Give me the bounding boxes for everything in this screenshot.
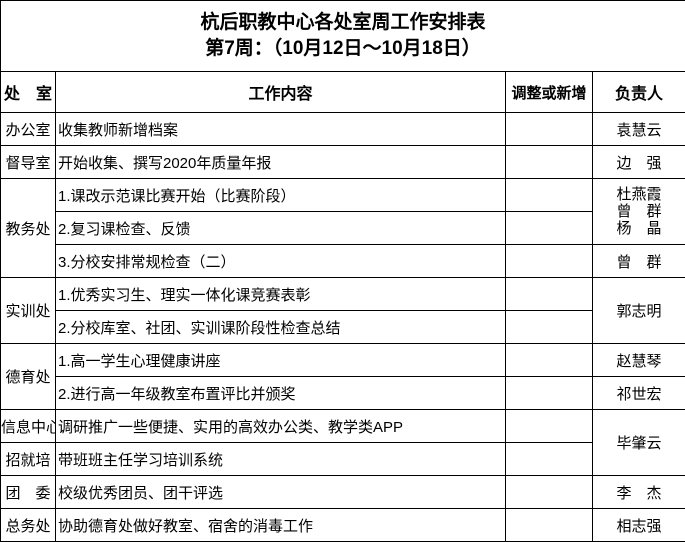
table-row: 信息中心 调研推广一些便捷、实用的高效办公类、教学类APP 毕肇云 xyxy=(0,409,685,476)
dept-cell: 督导室 xyxy=(0,145,56,179)
table-row: 教务处 1.课改示范课比赛开始（比赛阶段） 杜燕霞 曾 群 杨 晶 xyxy=(0,178,685,278)
header-adjust: 调整或新增 xyxy=(505,71,593,113)
adjust-cell xyxy=(505,178,593,212)
owner-cell: 毕肇云 xyxy=(591,409,685,476)
dept-cell: 德育处 xyxy=(0,343,56,410)
task-cell: 2.分校库室、社团、实训课阶段性检查总结 xyxy=(55,310,506,344)
table-row: 2.分校库室、社团、实训课阶段性检查总结 xyxy=(1,310,685,344)
table-row: 3.分校安排常规检查（二） 曾 群 xyxy=(1,244,685,278)
task-cell: 收集教师新增档案 xyxy=(55,112,506,146)
owner-name: 杜燕霞 xyxy=(616,186,662,203)
dept-cell: 团 委 xyxy=(0,475,56,509)
table-row: 督导室 开始收集、撰写2020年质量年报 边 强 xyxy=(0,145,685,179)
adjust-cell xyxy=(505,475,593,509)
adjust-cell xyxy=(505,277,593,311)
owner-cell: 郭志明 xyxy=(591,277,685,344)
header-owner: 负责人 xyxy=(591,71,685,113)
dept-cell: 信息中心 xyxy=(0,409,56,443)
header-row: 处 室 工作内容 调整或新增 负责人 xyxy=(0,71,685,113)
table-row: 2.复习课检查、反馈 xyxy=(1,211,685,245)
task-cell: 协助德育处做好教室、宿舍的消毒工作 xyxy=(55,508,506,542)
adjust-cell xyxy=(505,244,593,278)
table-title-cell: 杭后职教中心各处室周工作安排表 第7周：（10月12日～10月18日） xyxy=(0,0,685,72)
owner-name: 杨 晶 xyxy=(616,220,662,237)
task-cell: 1.优秀实习生、理实一体化课竞赛表彰 xyxy=(55,277,506,311)
owner-cell: 杜燕霞 曾 群 杨 晶 xyxy=(591,178,685,245)
adjust-cell xyxy=(505,442,593,476)
table-row: 德育处 1.高一学生心理健康讲座 赵慧琴 xyxy=(0,343,685,410)
owner-cell: 袁慧云 xyxy=(591,112,685,146)
dept-cell: 办公室 xyxy=(0,112,56,146)
header-content: 工作内容 xyxy=(55,71,506,113)
owner-name: 曾 群 xyxy=(616,203,662,220)
adjust-cell xyxy=(505,343,593,377)
adjust-cell xyxy=(505,145,593,179)
task-cell: 调研推广一些便捷、实用的高效办公类、教学类APP xyxy=(55,409,506,443)
table-row: 2.进行高一年级教室布置评比并颁奖 祁世宏 xyxy=(1,376,685,410)
adjust-cell xyxy=(505,310,593,344)
adjust-cell xyxy=(505,112,593,146)
dept-cell: 实训处 xyxy=(0,277,56,344)
week-range: 第7周：（10月12日～10月18日） xyxy=(205,38,481,59)
owner-cell: 祁世宏 xyxy=(591,376,685,410)
task-cell: 校级优秀团员、团干评选 xyxy=(55,475,506,509)
dept-cell: 总务处 xyxy=(0,508,56,542)
dept-cell: 招就培 xyxy=(0,442,56,476)
adjust-cell xyxy=(505,211,593,245)
task-cell: 开始收集、撰写2020年质量年报 xyxy=(55,145,506,179)
adjust-cell xyxy=(505,376,593,410)
table-row: 招就培 带班班主任学习培训系统 xyxy=(0,442,685,476)
owner-cell: 曾 群 xyxy=(591,244,685,278)
table-title: 杭后职教中心各处室周工作安排表 xyxy=(200,12,486,33)
adjust-cell xyxy=(505,508,593,542)
table-row: 办公室 收集教师新增档案 袁慧云 xyxy=(0,112,685,146)
task-cell: 2.进行高一年级教室布置评比并颁奖 xyxy=(55,376,506,410)
task-cell: 带班班主任学习培训系统 xyxy=(55,442,506,476)
task-cell: 3.分校安排常规检查（二） xyxy=(55,244,506,278)
table-row: 总务处 协助德育处做好教室、宿舍的消毒工作 相志强 xyxy=(0,508,685,542)
task-cell: 1.高一学生心理健康讲座 xyxy=(55,343,506,377)
adjust-cell xyxy=(505,409,593,443)
header-dept: 处 室 xyxy=(0,71,56,113)
table-row: 实训处 1.优秀实习生、理实一体化课竞赛表彰 郭志明 xyxy=(0,277,685,344)
task-cell: 1.课改示范课比赛开始（比赛阶段） xyxy=(55,178,506,212)
dept-cell: 教务处 xyxy=(0,178,56,278)
table-row: 团 委 校级优秀团员、团干评选 李 杰 xyxy=(0,475,685,509)
owner-cell: 相志强 xyxy=(591,508,685,542)
owner-cell: 李 杰 xyxy=(591,475,685,509)
task-cell: 2.复习课检查、反馈 xyxy=(55,211,506,245)
owner-cell: 边 强 xyxy=(591,145,685,179)
owner-cell: 赵慧琴 xyxy=(591,343,685,377)
